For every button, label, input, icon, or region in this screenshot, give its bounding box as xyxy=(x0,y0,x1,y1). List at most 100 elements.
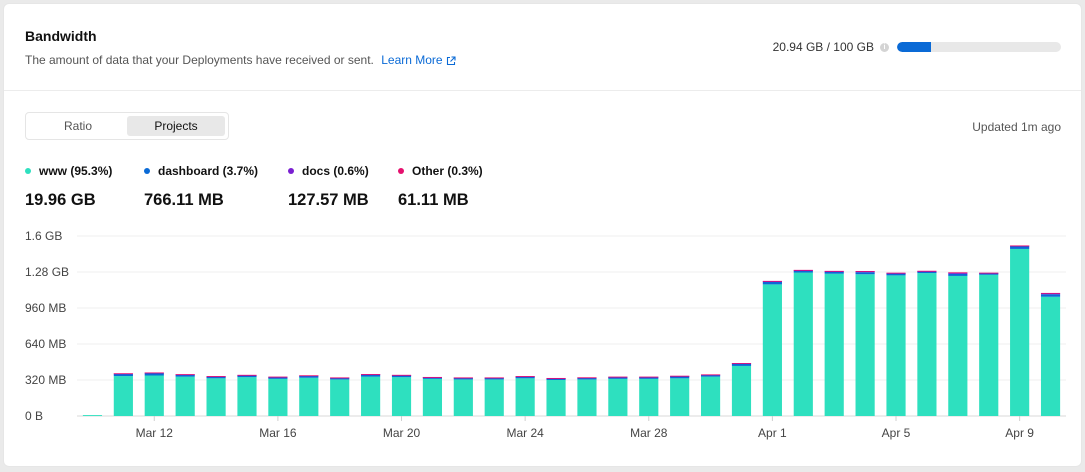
bar-segment-other[interactable] xyxy=(979,272,999,274)
bar-segment-www[interactable] xyxy=(422,378,443,416)
bar-segment-other[interactable] xyxy=(484,377,504,379)
bar-segment-dashboard[interactable] xyxy=(917,271,937,274)
bar-segment-other[interactable] xyxy=(515,376,535,377)
bar-segment-dashboard[interactable] xyxy=(113,374,133,377)
bar-segment-dashboard[interactable] xyxy=(670,376,690,379)
bar-segment-www[interactable] xyxy=(546,380,566,416)
bar-segment-other[interactable] xyxy=(1010,245,1030,247)
bar-segment-dashboard[interactable] xyxy=(793,270,813,273)
bar-segment-dashboard[interactable] xyxy=(608,377,628,379)
bar-segment-www[interactable] xyxy=(237,377,257,416)
bar-segment-other[interactable] xyxy=(948,272,968,274)
bar-segment-www[interactable] xyxy=(824,273,844,416)
bar-segment-docs[interactable] xyxy=(1040,293,1061,295)
bar-segment-dashboard[interactable] xyxy=(700,375,721,377)
bar-segment-www[interactable] xyxy=(361,376,381,416)
bar-segment-other[interactable] xyxy=(144,372,164,374)
bar-segment-other[interactable] xyxy=(855,270,875,272)
legend-item-docs[interactable]: docs (0.6%) 127.57 MB xyxy=(288,164,398,210)
bar-segment-www[interactable] xyxy=(979,274,999,416)
bar-segment-dashboard[interactable] xyxy=(577,377,597,380)
tab-ratio[interactable]: Ratio xyxy=(63,119,92,133)
bar-segment-www[interactable] xyxy=(762,284,782,416)
bar-segment-www[interactable] xyxy=(1010,248,1030,416)
bar-segment-dashboard[interactable] xyxy=(762,281,782,285)
bar-segment-www[interactable] xyxy=(330,379,350,416)
bar-segment-other[interactable] xyxy=(670,375,690,377)
bar-segment-www[interactable] xyxy=(299,377,319,416)
bar-segment-dashboard[interactable] xyxy=(484,377,504,380)
bar-segment-www[interactable] xyxy=(515,378,535,416)
bar-segment-other[interactable] xyxy=(577,377,597,379)
bar-segment-www[interactable] xyxy=(639,378,659,416)
bar-segment-docs[interactable] xyxy=(948,272,968,274)
bar-segment-www[interactable] xyxy=(453,379,473,416)
bar-segment-dashboard[interactable] xyxy=(1010,246,1030,249)
bar-segment-dashboard[interactable] xyxy=(237,375,257,378)
bar-segment-www[interactable] xyxy=(268,378,288,416)
bar-segment-other[interactable] xyxy=(731,363,752,364)
bar-segment-other[interactable] xyxy=(175,374,195,375)
bar-segment-dashboard[interactable] xyxy=(1040,294,1061,297)
bar-segment-dashboard[interactable] xyxy=(144,373,164,376)
bar-segment-www[interactable] xyxy=(113,376,133,416)
bar-segment-dashboard[interactable] xyxy=(361,374,381,377)
bar-segment-dashboard[interactable] xyxy=(422,377,443,379)
legend-item-other[interactable]: Other (0.3%) 61.11 MB xyxy=(398,164,508,210)
bar-segment-dashboard[interactable] xyxy=(886,273,906,276)
bar-segment-other[interactable] xyxy=(206,376,226,377)
bar-segment-other[interactable] xyxy=(113,373,133,375)
bar-segment-other[interactable] xyxy=(639,376,659,378)
bar-segment-other[interactable] xyxy=(762,280,782,282)
bar-segment-dashboard[interactable] xyxy=(515,376,535,379)
bar-segment-dashboard[interactable] xyxy=(855,272,875,275)
bar-segment-other[interactable] xyxy=(268,376,288,378)
bar-segment-other[interactable] xyxy=(917,270,937,272)
bar-segment-dashboard[interactable] xyxy=(268,377,288,379)
bar-segment-www[interactable] xyxy=(886,275,906,416)
bar-segment-www[interactable] xyxy=(700,376,721,416)
bar-segment-www[interactable] xyxy=(175,376,195,416)
bar-segment-other[interactable] xyxy=(330,377,350,379)
bar-segment-other[interactable] xyxy=(453,377,473,379)
bar-segment-www[interactable] xyxy=(670,378,690,416)
bar-segment-www[interactable] xyxy=(82,415,103,416)
bar-segment-dashboard[interactable] xyxy=(824,271,844,274)
bar-segment-dashboard[interactable] xyxy=(546,378,566,380)
bar-segment-other[interactable] xyxy=(391,374,412,376)
bar-segment-dashboard[interactable] xyxy=(330,378,350,380)
bar-segment-www[interactable] xyxy=(144,375,164,417)
bar-segment-www[interactable] xyxy=(917,273,937,416)
bar-segment-dashboard[interactable] xyxy=(979,273,999,275)
bar-segment-www[interactable] xyxy=(793,272,813,416)
bar-segment-dashboard[interactable] xyxy=(639,377,659,379)
bar-segment-dashboard[interactable] xyxy=(175,374,195,377)
bar-segment-www[interactable] xyxy=(391,377,412,416)
learn-more-link[interactable]: Learn More xyxy=(381,53,456,67)
bar-segment-www[interactable] xyxy=(731,365,752,416)
bar-segment-other[interactable] xyxy=(886,272,906,274)
bar-segment-dashboard[interactable] xyxy=(391,375,412,378)
bar-segment-other[interactable] xyxy=(608,376,628,378)
bar-segment-dashboard[interactable] xyxy=(453,378,473,380)
bar-segment-other[interactable] xyxy=(422,376,443,378)
bar-segment-www[interactable] xyxy=(948,275,968,416)
bar-segment-www[interactable] xyxy=(608,378,628,416)
bar-segment-dashboard[interactable] xyxy=(731,363,752,366)
bar-segment-www[interactable] xyxy=(484,379,504,416)
bar-segment-www[interactable] xyxy=(577,379,597,416)
bar-segment-other[interactable] xyxy=(1040,292,1061,294)
bar-segment-www[interactable] xyxy=(206,378,226,416)
bar-segment-other[interactable] xyxy=(824,270,844,272)
info-icon[interactable]: i xyxy=(880,42,889,52)
bar-segment-other[interactable] xyxy=(237,374,257,376)
bar-segment-other[interactable] xyxy=(361,374,381,375)
legend-item-www[interactable]: www (95.3%) 19.96 GB xyxy=(25,164,144,210)
bar-segment-other[interactable] xyxy=(299,375,319,377)
tab-projects[interactable]: Projects xyxy=(127,116,225,136)
bar-segment-dashboard[interactable] xyxy=(206,376,226,379)
bar-segment-other[interactable] xyxy=(546,377,566,379)
bar-segment-dashboard[interactable] xyxy=(948,273,968,276)
bar-segment-dashboard[interactable] xyxy=(299,375,319,378)
bar-segment-other[interactable] xyxy=(793,269,813,271)
